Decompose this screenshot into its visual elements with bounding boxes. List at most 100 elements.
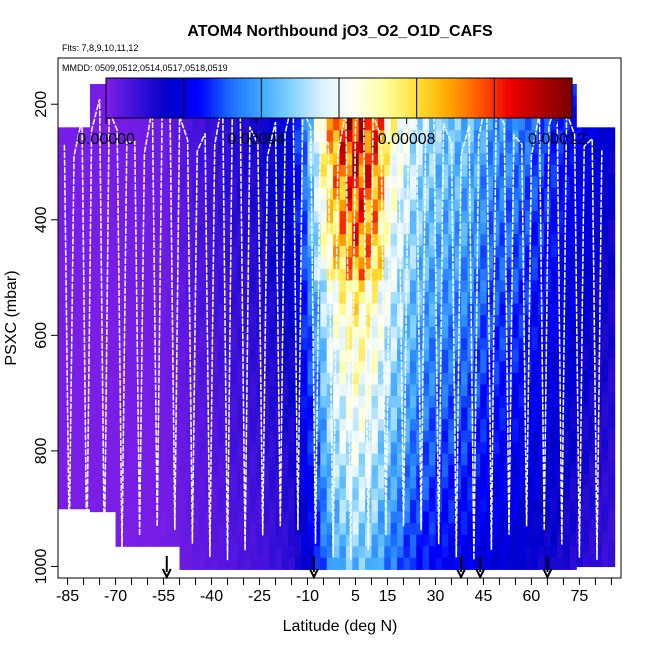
heatmap-cell (281, 419, 289, 432)
colorbar-swatch (502, 78, 507, 118)
heatmap-cell (493, 245, 501, 258)
heatmap-cell (307, 338, 315, 351)
heatmap-cell (281, 546, 289, 559)
heatmap-cell (205, 199, 213, 212)
heatmap-cell (262, 546, 270, 559)
heatmap-cell (134, 523, 142, 536)
heatmap-cell (288, 523, 296, 536)
heatmap-cell (454, 326, 462, 339)
heatmap-cell (563, 396, 571, 409)
heatmap-cell (499, 118, 507, 131)
heatmap-cell (58, 219, 65, 232)
heatmap-cell (281, 188, 289, 201)
heatmap-cell (358, 164, 366, 178)
heatmap-cell (582, 474, 590, 487)
heatmap-cell (198, 384, 206, 397)
heatmap-cell (448, 465, 456, 478)
heatmap-cell (569, 453, 577, 466)
heatmap-cell (115, 211, 123, 224)
heatmap-cell (512, 199, 520, 212)
heatmap-cell (326, 222, 334, 235)
heatmap-cell (390, 372, 398, 386)
heatmap-cell (320, 153, 328, 166)
heatmap-cell (525, 164, 533, 178)
heatmap-cell (160, 280, 168, 293)
heatmap-cell (230, 292, 238, 305)
heatmap-cell (281, 442, 289, 455)
heatmap-cell (339, 361, 347, 374)
heatmap-cell (269, 211, 277, 224)
heatmap-cell (173, 430, 181, 443)
heatmap-cell (64, 150, 72, 163)
heatmap-cell (275, 211, 283, 224)
heatmap-cell (557, 315, 565, 328)
heatmap-cell (326, 430, 334, 443)
heatmap-cell (384, 361, 392, 374)
heatmap-cell (390, 222, 398, 235)
colorbar-swatch (276, 78, 282, 118)
heatmap-cell (326, 396, 334, 409)
heatmap-cell (77, 150, 85, 163)
heatmap-cell (192, 511, 200, 524)
x-tick-label: 15 (379, 588, 397, 605)
heatmap-cell (416, 118, 424, 131)
heatmap-cell (217, 557, 225, 570)
heatmap-cell (313, 176, 321, 189)
heatmap-cell (345, 211, 353, 224)
heatmap-cell (358, 384, 366, 397)
heatmap-cell (179, 430, 187, 443)
heatmap-cell (345, 188, 353, 201)
heatmap-cell (134, 303, 142, 316)
heatmap-cell (518, 245, 526, 258)
heatmap-cell (185, 257, 193, 270)
heatmap-cell (211, 511, 219, 524)
heatmap-cell (589, 427, 597, 440)
heatmap-cell (83, 219, 91, 232)
heatmap-cell (461, 534, 469, 547)
heatmap-cell (179, 315, 187, 328)
heatmap-cell (301, 326, 309, 339)
colorbar-swatch (288, 78, 293, 118)
heatmap-cell (505, 315, 513, 328)
heatmap-cell (102, 234, 110, 247)
heatmap-cell (499, 130, 507, 143)
heatmap-cell (198, 500, 206, 513)
heatmap-cell (416, 500, 424, 513)
heatmap-cell (480, 476, 488, 490)
heatmap-cell (262, 500, 270, 513)
heatmap-cell (352, 257, 360, 270)
heatmap-cell (454, 222, 462, 235)
heatmap-cell (147, 257, 155, 270)
heatmap-cell (345, 557, 353, 570)
heatmap-cell (480, 453, 488, 466)
heatmap-cell (58, 312, 65, 325)
heatmap-cell (512, 164, 520, 178)
heatmap-cell (493, 523, 501, 536)
heatmap-cell (326, 245, 334, 258)
heatmap-cell (77, 450, 85, 464)
heatmap-cell (333, 407, 341, 420)
heatmap-cell (429, 245, 437, 258)
heatmap-cell (429, 315, 437, 328)
heatmap-cell (160, 245, 168, 258)
heatmap-cell (435, 326, 443, 339)
heatmap-cell (352, 384, 360, 397)
heatmap-cell (301, 372, 309, 386)
heatmap-cell (358, 396, 366, 409)
heatmap-cell (147, 130, 155, 143)
heatmap-cell (128, 211, 136, 224)
heatmap-cell (416, 315, 424, 328)
heatmap-cell (243, 268, 251, 282)
heatmap-cell (608, 300, 616, 313)
colorbar-swatch (362, 78, 367, 118)
heatmap-cell (313, 442, 321, 455)
heatmap-cell (224, 419, 232, 432)
heatmap-cell (531, 361, 539, 374)
heatmap-cell (377, 453, 385, 466)
heatmap-cell (512, 222, 520, 235)
heatmap-cell (467, 268, 475, 282)
heatmap-cell (429, 523, 437, 536)
bottom-markers (161, 556, 553, 580)
heatmap-cell (416, 338, 424, 351)
heatmap-cell (224, 164, 232, 178)
